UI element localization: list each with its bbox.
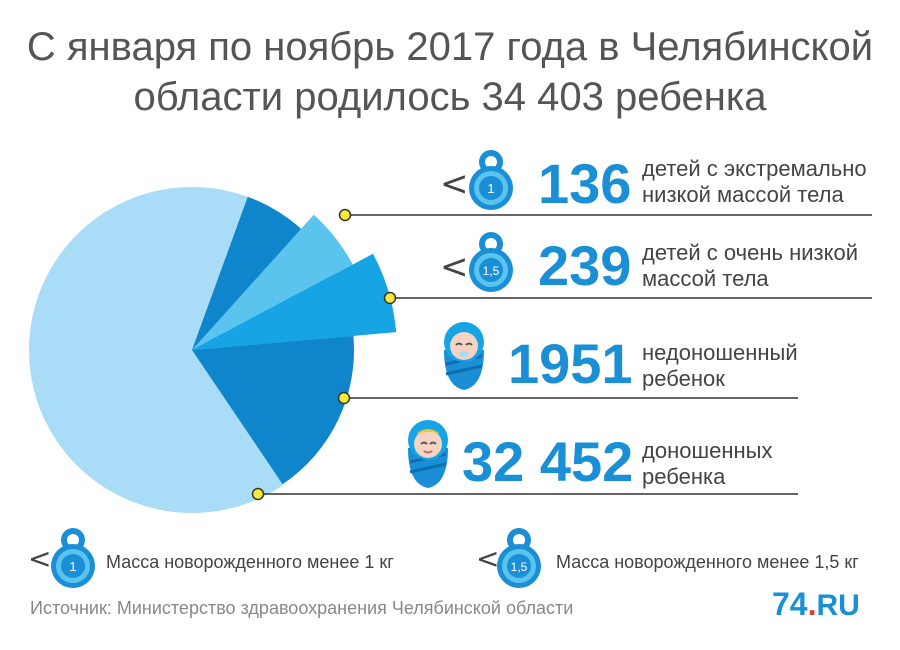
title-line-1: С января по ноябрь 2017 года в Челябинск…	[26, 25, 874, 69]
logo-ru: RU	[816, 589, 860, 622]
leader-marker	[338, 208, 352, 222]
row-desc-line2: низкой массой тела	[642, 182, 844, 207]
row-desc-line1: недоношенный	[642, 340, 798, 365]
row-number: 136	[538, 152, 632, 215]
weight-label: 1	[487, 181, 494, 196]
weight-label: 1,5	[483, 264, 500, 278]
logo-number: 74	[772, 586, 808, 622]
leader-marker	[383, 291, 397, 305]
row-desc-line1: доношенных	[642, 438, 773, 463]
weight-icon: 1,5	[497, 528, 541, 588]
less-than-sign: <	[28, 542, 52, 575]
less-than-sign: <	[440, 247, 469, 287]
baby-icon	[408, 420, 448, 488]
pie-slice	[192, 253, 397, 350]
less-than-sign: <	[440, 164, 469, 204]
leader-marker	[251, 487, 265, 501]
weight-icon: 1	[469, 150, 513, 210]
weight-label: 1	[69, 559, 76, 574]
source-text: Источник: Министерство здравоохранения Ч…	[30, 598, 574, 618]
row-number: 32 452	[462, 430, 634, 493]
row-desc-line2: массой тела	[642, 266, 769, 291]
page-title: С января по ноябрь 2017 года в Челябинск…	[0, 22, 900, 122]
weight-icon: 1	[51, 528, 95, 588]
row-desc-line2: ребенка	[642, 464, 726, 489]
site-logo[interactable]: 74.RU	[772, 586, 860, 623]
legend-item-1-5kg: Масса новорожденного менее 1,5 кг	[556, 552, 859, 572]
less-than-sign: <	[476, 542, 500, 575]
leader-marker	[337, 391, 351, 405]
weight-label: 1,5	[511, 560, 528, 574]
row-desc-line1: детей с очень низкой	[642, 240, 859, 265]
logo-dot: .	[807, 586, 817, 622]
pie-slice	[192, 214, 353, 350]
weight-icon: 1,5	[469, 232, 513, 292]
row-desc-line1: детей с экстремально	[642, 156, 867, 181]
pie-slice	[192, 335, 354, 485]
title-line-2: области родилось 34 403 ребенка	[133, 75, 767, 119]
baby-icon	[444, 322, 484, 390]
row-desc-line2: ребенок	[642, 366, 725, 391]
row-number: 239	[538, 234, 632, 297]
row-number: 1951	[508, 332, 633, 395]
legend-item-1kg: Масса новорожденного менее 1 кг	[106, 552, 394, 572]
